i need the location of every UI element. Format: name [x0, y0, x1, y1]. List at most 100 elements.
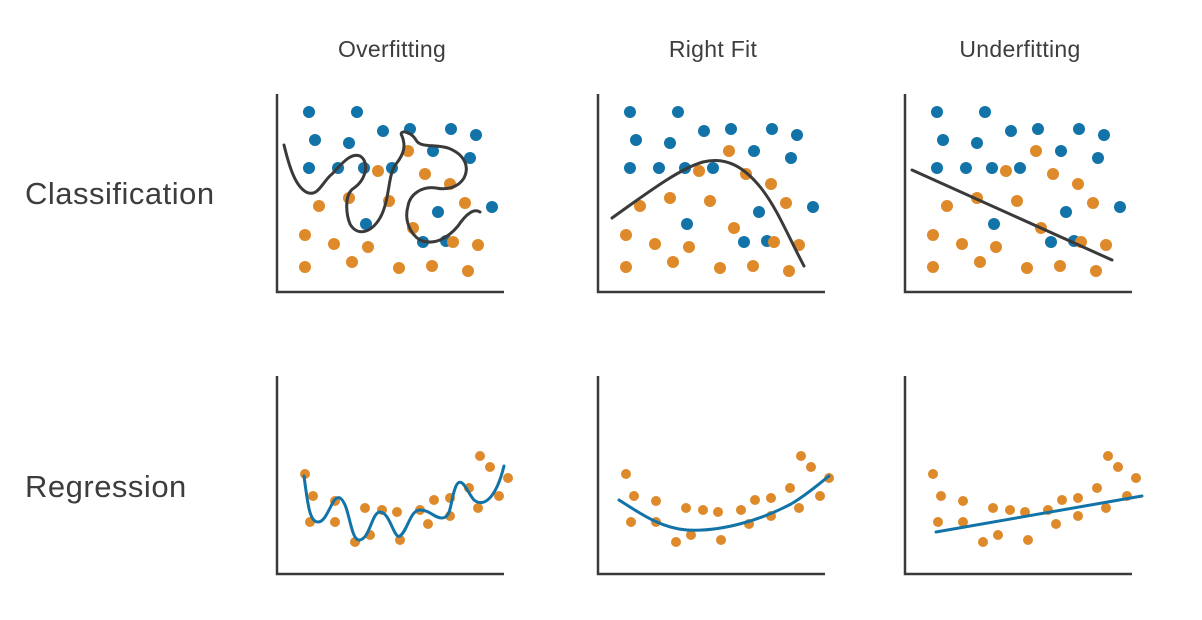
class-a-point [766, 123, 778, 135]
class-a-point [432, 206, 444, 218]
data-point [698, 505, 708, 515]
class-b-point [780, 197, 792, 209]
class-a-point [785, 152, 797, 164]
data-point [330, 517, 340, 527]
class-b-point [704, 195, 716, 207]
data-point [958, 496, 968, 506]
data-point [1113, 462, 1123, 472]
class-a-point [931, 162, 943, 174]
class-b-point [728, 222, 740, 234]
class-a-point [1045, 236, 1057, 248]
class-a-point [753, 206, 765, 218]
data-point [651, 496, 661, 506]
classification-overfitting-plot [275, 94, 504, 294]
class-a-point [791, 129, 803, 141]
class-b-point [462, 265, 474, 277]
class-b-point [346, 256, 358, 268]
class-b-point [419, 168, 431, 180]
class-a-point [351, 106, 363, 118]
class-b-point [1011, 195, 1023, 207]
class-a-point [630, 134, 642, 146]
regression-right-fit-plot [596, 376, 834, 576]
axes [903, 94, 1132, 294]
data-point [933, 517, 943, 527]
class-a-point [427, 145, 439, 157]
class-a-point [624, 106, 636, 118]
data-point [485, 462, 495, 472]
class-b-point [783, 265, 795, 277]
class-a-point [807, 201, 819, 213]
data-point [716, 535, 726, 545]
data-point [993, 530, 1003, 540]
class-b-point [667, 256, 679, 268]
data-point [621, 469, 631, 479]
class-b-point [664, 192, 676, 204]
column-title-overfitting: Overfitting [337, 36, 447, 62]
class-a-point [1014, 162, 1026, 174]
regression-fit-line [934, 494, 1144, 534]
class-b-point [1072, 178, 1084, 190]
class-b-point [1054, 260, 1066, 272]
data-point [300, 469, 310, 479]
class-b-point [634, 200, 646, 212]
class-a-point [725, 123, 737, 135]
class-b-point [620, 261, 632, 273]
class-a-point [464, 152, 476, 164]
data-point [815, 491, 825, 501]
class-b-point [714, 262, 726, 274]
decision-boundary [610, 159, 806, 268]
class-a-point [748, 145, 760, 157]
class-a-point [1060, 206, 1072, 218]
axes [903, 376, 1132, 576]
data-point [1101, 503, 1111, 513]
class-a-point [738, 236, 750, 248]
class-b-point [1000, 165, 1012, 177]
class-a-point [653, 162, 665, 174]
axes [596, 376, 825, 576]
class-a-point [986, 162, 998, 174]
class-b-point [299, 229, 311, 241]
data-point [794, 503, 804, 513]
data-point [824, 473, 834, 483]
class-a-point [470, 129, 482, 141]
class-b-point [313, 200, 325, 212]
axes [275, 94, 504, 294]
class-a-point [988, 218, 1000, 230]
class-a-point [664, 137, 676, 149]
data-point [429, 495, 439, 505]
data-point [736, 505, 746, 515]
data-point [1073, 511, 1083, 521]
class-b-point [1021, 262, 1033, 274]
data-point [494, 491, 504, 501]
class-b-point [765, 178, 777, 190]
regression-fit-line [617, 474, 831, 532]
data-point [681, 503, 691, 513]
classification-right-fit-plot [596, 94, 825, 294]
class-b-point [649, 238, 661, 250]
class-a-point [445, 123, 457, 135]
class-b-point [472, 239, 484, 251]
data-point [1073, 493, 1083, 503]
data-point [629, 491, 639, 501]
class-a-point [1032, 123, 1044, 135]
class-b-point [299, 261, 311, 273]
class-b-point [1087, 197, 1099, 209]
class-a-point [1073, 123, 1085, 135]
column-title-right-fit: Right Fit [668, 36, 758, 62]
class-b-point [723, 145, 735, 157]
data-point [928, 469, 938, 479]
data-point [423, 519, 433, 529]
class-b-point [683, 241, 695, 253]
class-b-point [372, 165, 384, 177]
class-a-point [979, 106, 991, 118]
regression-underfitting-plot [903, 376, 1144, 576]
class-a-point [931, 106, 943, 118]
class-a-point [1055, 145, 1067, 157]
class-a-point [681, 218, 693, 230]
class-b-point [459, 197, 471, 209]
axes [596, 94, 825, 294]
class-b-point [974, 256, 986, 268]
class-a-point [960, 162, 972, 174]
data-point [686, 530, 696, 540]
class-a-point [309, 134, 321, 146]
